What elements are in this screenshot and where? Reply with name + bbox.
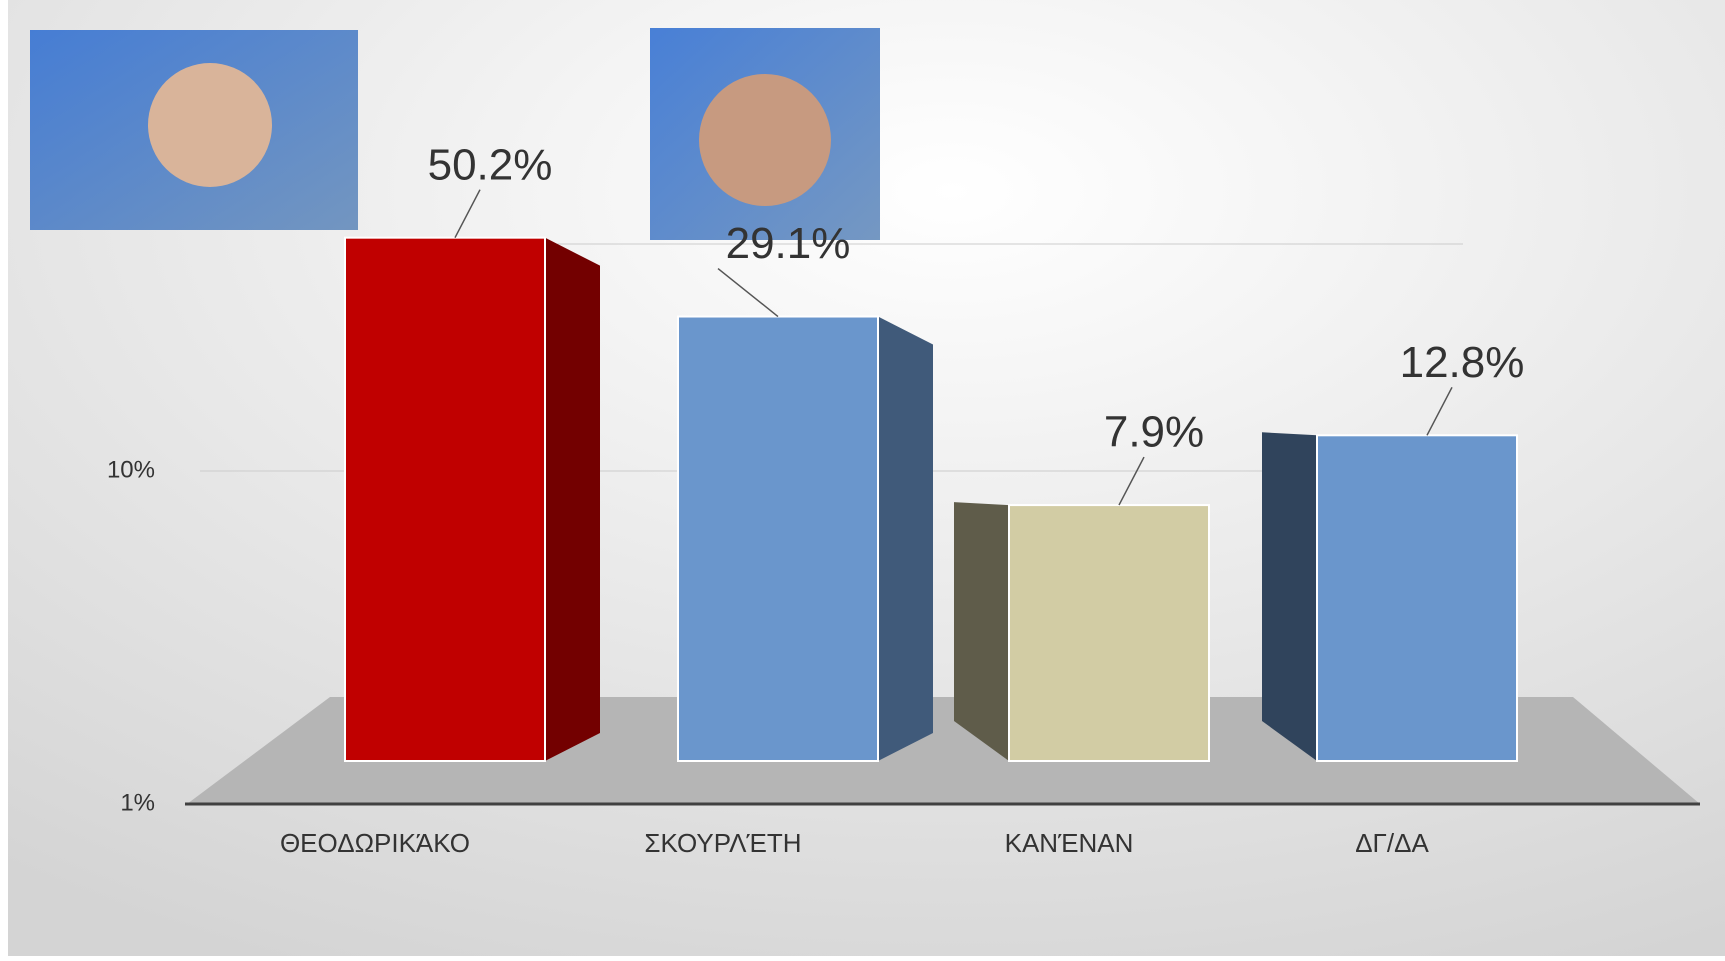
leader-line	[1118, 456, 1145, 506]
leader-line	[717, 267, 779, 318]
x-tick-label: ΘΕΟΔΩΡΙΚΆΚΟ	[280, 828, 470, 858]
photo-face	[699, 74, 831, 206]
bar-side	[878, 316, 933, 761]
photo-face	[148, 63, 272, 187]
value-label: 12.8%	[1400, 338, 1525, 387]
value-label: 29.1%	[726, 219, 851, 268]
y-tick-label: 10%	[107, 456, 155, 483]
bar-side	[1262, 432, 1317, 761]
value-label: 7.9%	[1104, 408, 1204, 457]
bar-side	[545, 237, 600, 762]
x-tick-label: ΔΓ/ΔΑ	[1355, 828, 1429, 858]
x-tick-label: ΚΑΝΈΝΑΝ	[1005, 828, 1134, 858]
bar	[1316, 434, 1518, 762]
value-label: 50.2%	[428, 140, 553, 189]
y-tick-label: 1%	[120, 789, 155, 816]
bar	[677, 315, 879, 762]
leader-line	[454, 189, 481, 239]
bar-side	[954, 502, 1009, 761]
leader-line	[1426, 386, 1453, 436]
bar	[1008, 504, 1210, 762]
x-tick-label: ΣΚΟΥΡΛΈΤΗ	[644, 828, 801, 858]
bar	[344, 236, 546, 763]
